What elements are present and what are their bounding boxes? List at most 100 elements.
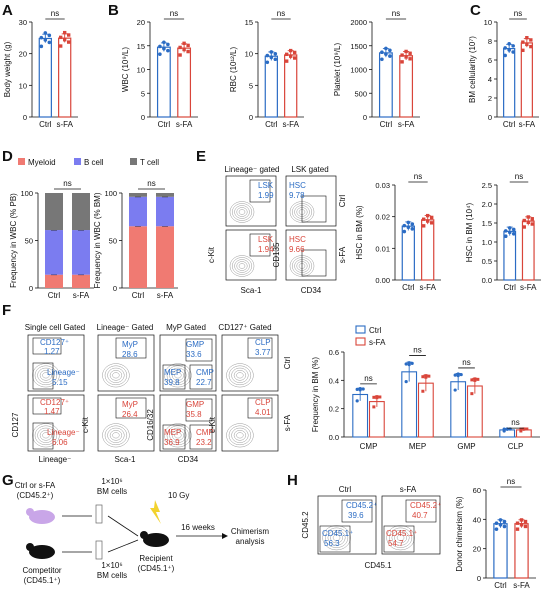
data-point — [400, 60, 404, 64]
data-point — [265, 53, 270, 58]
data-point — [427, 374, 431, 378]
data-point — [269, 55, 274, 60]
x-tick-label: Ctrl — [380, 120, 393, 129]
gate-name: CMP — [196, 368, 214, 377]
data-point — [525, 36, 529, 40]
stack-segment — [156, 226, 174, 288]
data-point — [269, 50, 274, 54]
density-contour — [236, 432, 244, 439]
gate-value: 54.7 — [388, 539, 404, 548]
data-point — [529, 44, 533, 49]
x-tick-label: GMP — [457, 442, 475, 451]
data-point — [284, 59, 289, 63]
density-contour — [164, 363, 192, 388]
density-contour — [226, 363, 254, 388]
density-contour — [32, 363, 60, 388]
density-contour — [109, 370, 123, 381]
significance-label: ns — [392, 9, 400, 18]
data-point — [507, 226, 512, 230]
scheme-text: (CD45.1⁺) — [138, 564, 175, 573]
density-contour — [37, 427, 55, 443]
density-contour — [228, 365, 252, 386]
data-point — [380, 50, 384, 55]
y-axis-label: Donor chimerism (%) — [455, 496, 464, 571]
data-point — [273, 57, 278, 62]
data-point — [519, 429, 523, 433]
radiation-icon — [150, 500, 161, 524]
gate-name: MEP — [164, 428, 181, 437]
density-contour — [396, 534, 405, 541]
flow-x-label: CD34 — [178, 455, 199, 464]
data-point — [384, 46, 388, 51]
data-point — [523, 519, 528, 524]
data-point — [182, 47, 186, 52]
panel-label-d: D — [2, 148, 13, 165]
significance-label: ns — [507, 477, 515, 486]
data-point — [453, 373, 457, 377]
gate-value: 26.4 — [122, 410, 138, 419]
data-point — [375, 396, 379, 400]
significance-label: ns — [170, 9, 178, 18]
flow-plot — [159, 394, 217, 452]
density-contour — [330, 532, 343, 544]
y-tick-label: 5 — [141, 89, 145, 98]
gate-name: CD127⁺ — [40, 338, 69, 347]
bar — [493, 523, 508, 579]
data-point — [494, 521, 499, 525]
flow-title: CD127⁺ Gated — [218, 323, 271, 332]
gate-box — [249, 233, 271, 257]
data-point — [410, 227, 415, 231]
y-tick-label: 0 — [249, 113, 253, 122]
data-point — [453, 388, 457, 392]
density-contour — [166, 365, 190, 386]
scheme-text: 1×10⁶ — [101, 561, 122, 570]
density-contour — [234, 259, 250, 273]
legend-swatch — [130, 158, 137, 165]
density-contour — [238, 263, 246, 269]
bar — [156, 46, 171, 118]
gate-value: 23.2 — [196, 438, 212, 447]
y-tick-label: 0.6 — [329, 348, 339, 357]
data-point — [284, 52, 289, 57]
gate-box — [341, 499, 373, 523]
y-axis-label: Platelet (10⁹/L) — [333, 43, 342, 97]
y-tick-label: 0.02 — [375, 213, 390, 222]
gate-name: CMP — [196, 428, 214, 437]
gate-value: 28.6 — [122, 350, 138, 359]
density-contour — [234, 205, 250, 219]
data-point — [429, 215, 434, 220]
data-point — [408, 51, 412, 55]
y-tick-label: 15 — [245, 18, 253, 27]
y-tick-label: 500 — [354, 89, 367, 98]
data-point — [372, 395, 376, 399]
density-contour — [39, 370, 53, 381]
y-tick-label: 8 — [488, 37, 492, 46]
gate-value: 39.6 — [348, 511, 364, 520]
data-point — [507, 48, 511, 52]
gate-name: LSK — [258, 181, 274, 190]
significance-label: ns — [51, 9, 59, 18]
gate-name: CLP — [255, 398, 271, 407]
x-tick-label: CMP — [360, 442, 378, 451]
flow-plot — [285, 229, 337, 281]
data-point — [515, 527, 520, 531]
flow-plot — [285, 175, 337, 227]
flow-y-label: c-Kit — [207, 246, 216, 263]
density-contour — [228, 425, 252, 446]
data-point — [522, 225, 526, 229]
flow-title: Single cell Gated — [25, 323, 85, 332]
scheme-text: Competitor — [22, 566, 61, 575]
x-tick-label: Ctrl — [265, 120, 278, 129]
y-tick-label: 1500 — [350, 42, 367, 51]
significance-label: ns — [277, 9, 285, 18]
donor-mouse-head — [26, 508, 34, 516]
data-point — [494, 527, 499, 531]
scheme-text: 1×10⁶ — [101, 477, 122, 486]
density-contour — [322, 525, 351, 551]
data-point — [526, 215, 530, 219]
data-point — [421, 217, 426, 221]
y-axis-label: Frequency in WBC (% PB) — [9, 193, 18, 288]
stack-segment — [156, 196, 174, 227]
flow-y-label: c-Kit — [81, 416, 90, 433]
density-contour — [325, 527, 349, 548]
